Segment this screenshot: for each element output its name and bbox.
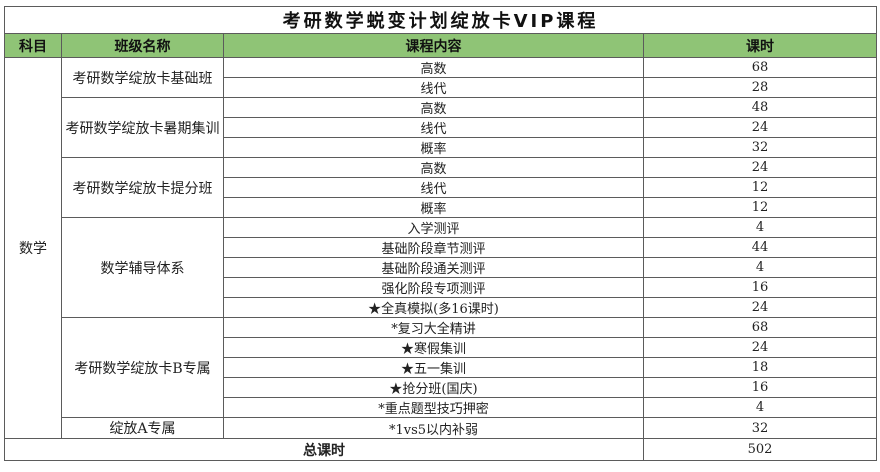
course-hours-cell: 48: [642, 97, 878, 118]
course-table: 考研数学蜕变计划绽放卡VIP课程 科目 班级名称 课程内容 课时 数学 考研数学绽…: [3, 6, 878, 461]
course-hours-cell: 4: [642, 257, 878, 278]
course-hours-cell: 68: [642, 317, 878, 338]
course-content-cell: 强化阶段专项测评: [223, 277, 644, 298]
course-hours-cell: 16: [642, 277, 878, 298]
course-hours-cell: 24: [642, 157, 878, 178]
class-name-cell: 考研数学绽放卡基础班: [61, 57, 224, 98]
table-row: 考研数学绽放卡B专属 *复习大全精讲 68: [5, 317, 878, 418]
table-row: 数学辅导体系 入学测评 4: [5, 217, 878, 318]
course-content-cell: 概率: [223, 197, 644, 218]
course-hours-cell: 68: [642, 57, 878, 78]
course-hours-cell: 32: [642, 137, 878, 158]
table-row: 概率 12: [5, 197, 878, 218]
course-content-cell: 高数: [223, 157, 644, 178]
course-content-cell: 基础阶段通关测评: [223, 257, 644, 278]
course-hours-cell: 4: [642, 397, 878, 418]
table-row: *重点题型技巧押密 4: [5, 397, 878, 418]
class-name-cell: 考研数学绽放卡暑期集训: [61, 97, 224, 158]
course-hours-cell: 18: [642, 357, 878, 378]
header-hours: 课时: [642, 33, 878, 58]
course-content-cell: ★抢分班(国庆): [223, 377, 644, 398]
header-class-name: 班级名称: [61, 33, 224, 58]
course-hours-cell: 12: [642, 197, 878, 218]
course-content-cell: 高数: [223, 57, 644, 78]
course-content-cell: 线代: [223, 177, 644, 198]
subject-cell: 数学: [4, 57, 62, 439]
course-content-cell: *重点题型技巧押密: [223, 397, 644, 418]
course-content-cell: 高数: [223, 97, 644, 118]
header-content: 课程内容: [223, 33, 644, 58]
course-hours-cell: 12: [642, 177, 878, 198]
total-row: 总课时 502: [4, 438, 878, 461]
course-hours-cell: 24: [642, 297, 878, 318]
course-content-cell: *复习大全精讲: [223, 317, 644, 338]
course-content-cell: ★全真模拟(多16课时): [223, 297, 644, 318]
table-row: 概率 32: [5, 137, 878, 158]
table-row: ★抢分班(国庆) 16: [5, 377, 878, 398]
class-name-cell: 绽放A专属: [61, 417, 224, 439]
course-hours-cell: 4: [642, 217, 878, 238]
table-row: ★全真模拟(多16课时) 24: [5, 297, 878, 318]
total-label: 总课时: [4, 438, 644, 461]
course-content-cell: 概率: [223, 137, 644, 158]
course-hours-cell: 28: [642, 77, 878, 98]
table-row: 考研数学绽放卡暑期集训 高数 48: [5, 97, 878, 158]
course-hours-cell: 16: [642, 377, 878, 398]
table-row: 考研数学绽放卡提分班 高数 24: [5, 157, 878, 218]
title-row: 考研数学蜕变计划绽放卡VIP课程: [3, 6, 878, 34]
course-hours-cell: 24: [642, 337, 878, 358]
header-subject: 科目: [4, 33, 62, 58]
class-name-cell: 考研数学绽放卡B专属: [61, 317, 224, 418]
table-body: 数学 考研数学绽放卡基础班 高数 68 线代 28 考研数学绽放卡暑期集训 高数 48 线代 24 概…: [4, 57, 878, 439]
class-name-cell: 数学辅导体系: [61, 217, 224, 318]
course-content-cell: *1vs5以内补弱: [223, 417, 644, 439]
course-content-cell: 线代: [223, 117, 644, 138]
table-row: 数学 考研数学绽放卡基础班 高数 68: [4, 57, 878, 439]
course-content-cell: 入学测评: [223, 217, 644, 238]
course-hours-cell: 32: [642, 417, 878, 439]
class-name-cell: 考研数学绽放卡提分班: [61, 157, 224, 218]
course-content-cell: ★五一集训: [223, 357, 644, 378]
total-hours: 502: [642, 438, 878, 461]
course-content-cell: 线代: [223, 77, 644, 98]
header-row: 科目 班级名称 课程内容 课时: [4, 33, 878, 58]
table-row: 绽放A专属 *1vs5以内补弱 32: [5, 417, 878, 439]
course-hours-cell: 24: [642, 117, 878, 138]
course-content-cell: 基础阶段章节测评: [223, 237, 644, 258]
course-content-cell: ★寒假集训: [223, 337, 644, 358]
table-row: 基础阶段通关测评 4: [5, 257, 878, 278]
table-title: 考研数学蜕变计划绽放卡VIP课程: [3, 6, 878, 34]
course-hours-cell: 44: [642, 237, 878, 258]
